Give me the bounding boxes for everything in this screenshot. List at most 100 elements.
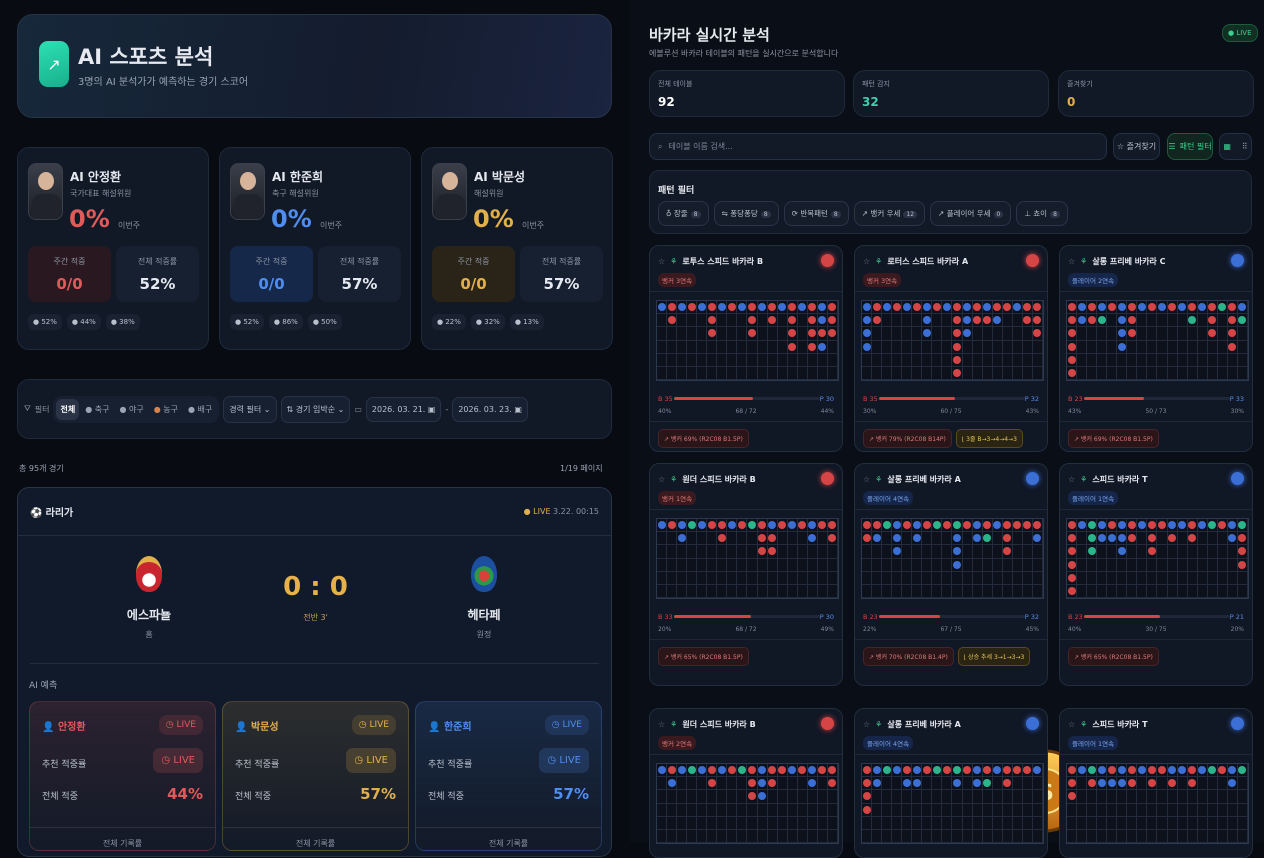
star-icon[interactable]: ☆ (1068, 720, 1076, 729)
player-count: P 21 (1229, 613, 1244, 621)
banker-count: B 23 (863, 613, 878, 621)
pattern-chip[interactable]: ↗ 플레이어 우세 0 (930, 201, 1012, 226)
star-icon[interactable]: ☆ (658, 720, 666, 729)
grid-small-icon[interactable]: ⠿ (1241, 142, 1248, 151)
banker-bead (1127, 316, 1136, 325)
star-icon[interactable]: ☆ (863, 257, 871, 266)
banker-bead (942, 521, 951, 530)
player-bead (1077, 766, 1086, 775)
sport-tab-volleyball[interactable]: ● 배구 (188, 404, 213, 414)
baccarat-table-card[interactable]: ☆ ⚘ 살롱 프리베 바카라 C 플레이어 2연속 B 23 P 33 43% 50 / 73… (1059, 245, 1253, 452)
bead-road (1066, 300, 1249, 381)
banker-bead (707, 521, 716, 530)
player-bead (993, 521, 1002, 530)
banker-bead (1188, 766, 1197, 775)
player-bead (788, 521, 797, 530)
player-bead (922, 303, 931, 312)
league-icon: ⚽ (30, 508, 43, 519)
league-name: 라리가 (45, 508, 74, 519)
favorites-button[interactable]: ☆ 즐겨찾기 (1113, 133, 1160, 160)
banker-bead (758, 521, 767, 530)
stat-card: 전체 테이블 92 (649, 70, 845, 117)
sport-rate-chip: ● 86% (268, 314, 303, 330)
banker-bead (1188, 779, 1197, 788)
table-search[interactable]: ⌕ (649, 133, 1107, 160)
prediction-card[interactable]: 👤 안정환 ◷ LIVE 추천 적중률 ◷ LIVE 전체 적중 44% 전체 기록률 (29, 701, 216, 851)
banker-bead (1107, 766, 1116, 775)
player-bead (1107, 534, 1116, 543)
star-icon[interactable]: ☆ (863, 475, 871, 484)
streak-tag: 플레이어 1연속 (1068, 736, 1119, 750)
sport-tab-basketball[interactable]: ● 농구 (153, 404, 178, 414)
banker-bead (1127, 303, 1136, 312)
star-icon[interactable]: ☆ (1068, 257, 1076, 266)
banker-bead (1107, 303, 1116, 312)
banker-bead (1087, 303, 1096, 312)
baccarat-table-card[interactable]: ☆ ⚘ 살롱 프리베 바카라 A 플레이어 4연속 (854, 708, 1048, 858)
pattern-chip[interactable]: ⊥ 쵸이 8 (1016, 201, 1068, 226)
total-rate-box: 전체 적중률 52% (116, 246, 199, 302)
table-name: 원더 스피드 바카라 B (682, 720, 756, 729)
filter-label: 필터 (34, 404, 50, 414)
baccarat-table-card[interactable]: ☆ ⚘ 스피드 바카라 T 플레이어 1연속 (1059, 708, 1253, 858)
player-bead (953, 547, 962, 556)
baccarat-table-card[interactable]: ☆ ⚘ 로터스 스피드 바카라 A 뱅커 3연속 B 35 P 32 30% 60 / 75 4… (854, 245, 1048, 452)
player-bead (697, 303, 706, 312)
player-count: P 32 (1024, 395, 1039, 403)
prediction-card[interactable]: 👤 한준희 ◷ LIVE 추천 적중률 ◷ LIVE 전체 적중 57% 전체 기록률 (415, 701, 602, 851)
stat-left: 22% (863, 626, 877, 633)
overall-value: 57% (553, 785, 589, 803)
pattern-chip[interactable]: ⇋ 퐁당퐁당 8 (713, 201, 779, 226)
match-card[interactable]: ⚽ 라리가 ● LIVE 3.22. 00:15 에스파뇰 홈 0 : 0 전반… (17, 487, 612, 857)
prediction-card[interactable]: 👤 박문성 ◷ LIVE 추천 적중률 ◷ LIVE 전체 적중 57% 전체 기록률 (222, 701, 409, 851)
grid-large-icon[interactable]: ▦ (1223, 142, 1231, 151)
sort-select[interactable]: ⇅ 경기 임박순 ⌄ (280, 395, 351, 423)
league-select[interactable]: 경력 필터 ⌄ (223, 395, 277, 423)
player-bead (1117, 303, 1126, 312)
bead-road (656, 763, 839, 844)
star-icon[interactable]: ☆ (658, 475, 666, 484)
pattern-filter-button[interactable]: ☰ 패턴 필터 (1167, 133, 1213, 160)
search-input[interactable] (668, 142, 1069, 151)
player-bead (882, 303, 891, 312)
player-bead (892, 547, 901, 556)
date-to-input[interactable]: 2026. 03. 23. ▣ (452, 396, 528, 422)
sport-tab-all[interactable]: 전체 (56, 398, 80, 420)
sport-tab-baseball[interactable]: ● 야구 (119, 404, 144, 414)
baccarat-table-card[interactable]: ☆ ⚘ 로투스 스피드 바카라 B 뱅커 3연속 B 35 P 30 40% 68 / 72 4… (649, 245, 843, 452)
table-name: 스피드 바카라 T (1092, 720, 1148, 729)
player-bead (758, 779, 767, 788)
away-role: 원정 (476, 630, 492, 639)
player-bead (1228, 534, 1237, 543)
pattern-chip[interactable]: ♁ 장줄 8 (658, 201, 709, 226)
baccarat-table-card[interactable]: ☆ ⚘ 스피드 바카라 T 플레이어 1연속 B 23 P 21 40% 30 / 75 20%… (1059, 463, 1253, 686)
baccarat-table-card[interactable]: ☆ ⚘ 원더 스피드 바카라 B 뱅커 2연속 (649, 708, 843, 858)
analyst-card[interactable]: AI 안정환 국가대표 해설위원 0% 이번주 주간 적중 0/0 전체 적중률 52% ● 5… (17, 147, 209, 350)
banker-count: B 35 (658, 395, 673, 403)
table-header: ☆ ⚘ 스피드 바카라 T (1068, 719, 1148, 730)
player-bead (872, 766, 881, 775)
banker-bead (778, 521, 787, 530)
banker-bead (1067, 573, 1076, 582)
banker-bead (768, 303, 777, 312)
pattern-chip[interactable]: ↗ 뱅커 우세 12 (853, 201, 926, 226)
banker-bead (983, 766, 992, 775)
banker-bead (717, 521, 726, 530)
analyst-card[interactable]: AI 박문성 해설위원 0% 이번주 주간 적중 0/0 전체 적중률 57% ● 22% ● 3… (421, 147, 613, 350)
star-icon[interactable]: ☆ (1068, 475, 1076, 484)
prediction-chip: ↗ 뱅커 65% (R2C08 B1.5P) (658, 647, 749, 666)
date-from-input[interactable]: 2026. 03. 21. ▣ (365, 396, 442, 422)
banker-bead (707, 766, 716, 775)
banker-bead (1127, 534, 1136, 543)
pattern-chip[interactable]: ⟳ 반복패턴 8 (783, 201, 849, 226)
player-bead (778, 303, 787, 312)
baccarat-table-card[interactable]: ☆ ⚘ 살롱 프리베 바카라 A 플레이어 4연속 B 23 P 32 22% 67 / 75… (854, 463, 1048, 686)
predictor-name: 👤 안정환 (42, 722, 86, 733)
analyst-card[interactable]: AI 한준희 축구 해설위원 0% 이번주 주간 적중 0/0 전체 적중률 57% ● 52%… (219, 147, 411, 350)
star-icon[interactable]: ☆ (863, 720, 871, 729)
star-icon[interactable]: ☆ (658, 257, 666, 266)
player-bead (963, 329, 972, 338)
baccarat-table-card[interactable]: ☆ ⚘ 원더 스피드 바카라 B 뱅커 1연속 B 33 P 30 20% 68 / 72 49… (649, 463, 843, 686)
sport-tab-soccer[interactable]: ● 축구 (85, 404, 110, 414)
banker-bead (798, 766, 807, 775)
